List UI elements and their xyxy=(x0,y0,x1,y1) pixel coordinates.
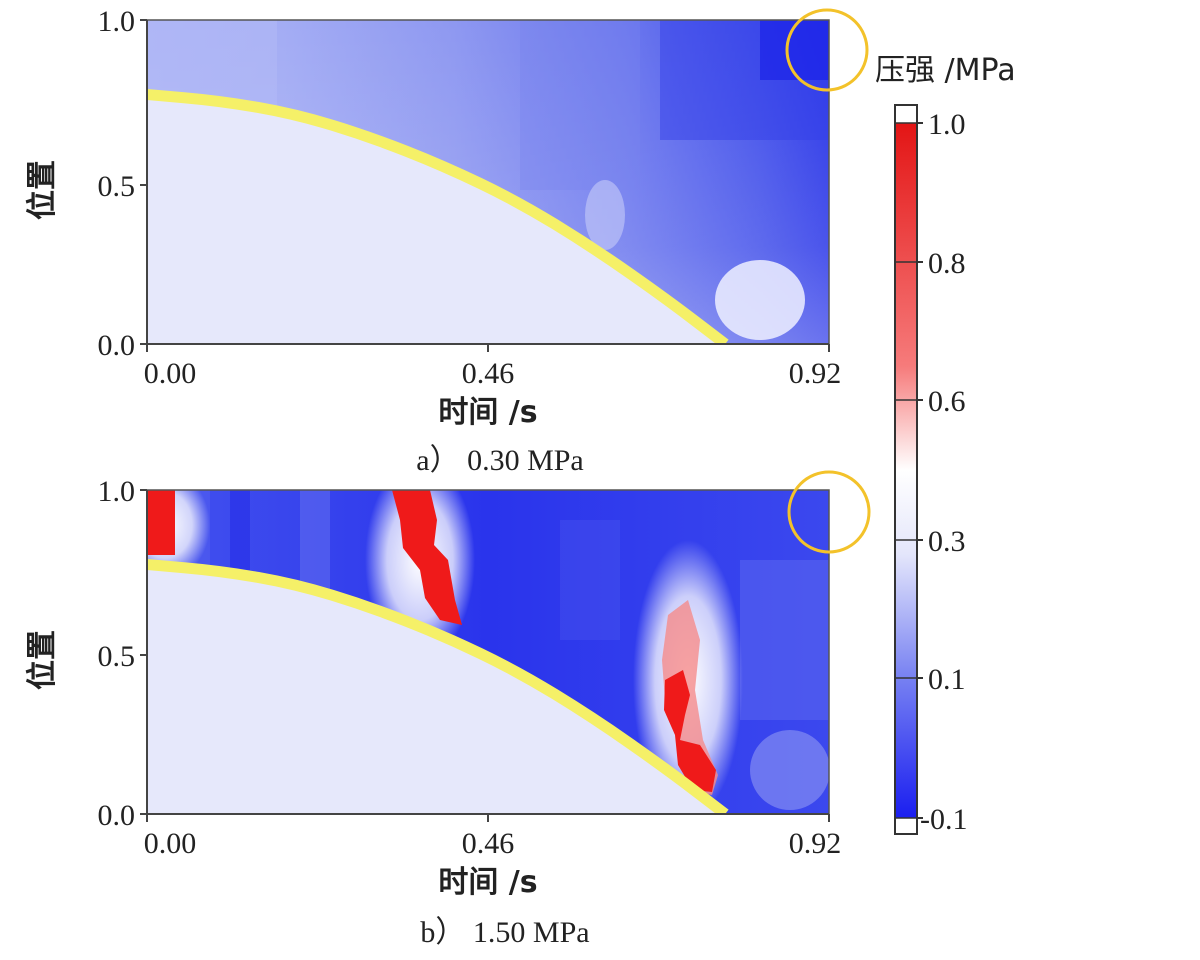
x-tick-label: 0.46 xyxy=(462,357,515,390)
pressure-band-a xyxy=(715,260,805,340)
x-tick-label: 0.92 xyxy=(789,827,842,860)
pressure-band-b xyxy=(230,490,250,570)
x-axis-label: 时间 /s xyxy=(438,865,537,900)
highlight-circle-a xyxy=(785,8,869,92)
colorbar-tick-label: -0.1 xyxy=(920,803,968,836)
below-threshold-region-a xyxy=(147,94,726,344)
panel-b: 1.0 0.5 0.0 0.00 0.46 0.92 时间 /s 位置 b） 1… xyxy=(25,470,871,949)
pressure-band-b xyxy=(560,520,620,640)
pressure-band-b xyxy=(740,560,829,720)
pressure-band-a xyxy=(520,20,640,190)
panel-a: 1.0 0.5 0.0 0.00 0.46 0.92 时间 /s 位置 a） 0… xyxy=(25,5,869,477)
band-halo xyxy=(662,600,718,795)
y-tick-label: 1.0 xyxy=(98,475,136,508)
panel-caption: b） 1.50 MPa xyxy=(420,916,589,949)
high-pressure-band xyxy=(633,540,743,814)
y-tick-label: 0.0 xyxy=(98,329,136,362)
heatmap-b xyxy=(147,490,829,814)
below-threshold-region-b xyxy=(147,564,726,814)
y-tick-label: 0.5 xyxy=(98,640,136,673)
colorbar-bottom-cap xyxy=(895,818,917,834)
band-core xyxy=(147,490,175,555)
x-axis-label: 时间 /s xyxy=(438,395,537,430)
colorbar-contour-lines xyxy=(895,122,917,819)
band-core xyxy=(664,670,716,792)
y-tick-label: 0.5 xyxy=(98,170,136,203)
x-tick-label: 0.00 xyxy=(144,827,197,860)
colorbar-gradient xyxy=(895,123,917,818)
colorbar-tick-label: 0.1 xyxy=(928,663,966,696)
pressure-band-b xyxy=(300,490,330,590)
colorbar-tick-label: 0.6 xyxy=(928,385,966,418)
colorbar-tick-label: 1.0 xyxy=(928,108,966,141)
pressure-band-b xyxy=(750,730,829,810)
boundary-curve-b xyxy=(147,559,729,814)
colorbar-tick-label: 0.3 xyxy=(928,525,966,558)
colorbar-title: 压强 /MPa xyxy=(875,53,1016,88)
heatmap-a xyxy=(147,20,829,344)
y-axis-label: 位置 xyxy=(25,160,60,220)
colorbar-tick-label: 0.8 xyxy=(928,247,966,280)
x-tick-label: 0.00 xyxy=(144,357,197,390)
pressure-band-a xyxy=(585,180,625,250)
boundary-curve-a xyxy=(147,89,729,344)
y-axis-label: 位置 xyxy=(25,630,60,690)
y-tick-label: 1.0 xyxy=(98,5,136,38)
pressure-band-a xyxy=(760,20,829,80)
y-tick-label: 0.0 xyxy=(98,799,136,832)
x-tick-label: 0.92 xyxy=(789,357,842,390)
panel-caption: a） 0.30 MPa xyxy=(416,444,584,477)
colorbar: 压强 /MPa 1.0 0.8 0.6 0.3 0.1 -0.1 xyxy=(875,53,1016,836)
high-pressure-band xyxy=(147,490,210,580)
x-tick-label: 0.46 xyxy=(462,827,515,860)
colorbar-top-cap xyxy=(895,105,917,123)
band-core xyxy=(392,490,462,625)
colorbar-frame xyxy=(894,104,918,835)
highlight-circle-b xyxy=(787,470,871,554)
